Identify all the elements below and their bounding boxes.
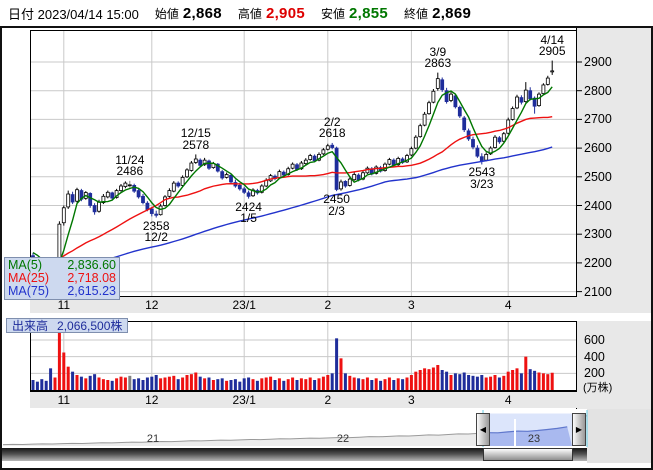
volume-date-axis-label: 4 xyxy=(504,393,512,407)
volume-date-axis-strip xyxy=(30,391,577,408)
navigator-year-label: 21 xyxy=(146,433,160,445)
chart-annotation: 2/2 2618 xyxy=(318,114,346,141)
chart-annotation: 2450 2/3 xyxy=(323,192,350,218)
high-value: 2,905 xyxy=(265,4,305,22)
ma5-label: MA(5) xyxy=(8,258,43,272)
main-date-axis-label: 3 xyxy=(408,298,415,312)
volume-readout: 出来高 2,066,500株 xyxy=(6,318,129,333)
price-axis-label: 2500 xyxy=(584,169,612,184)
open-label: 始値 xyxy=(154,6,179,21)
price-axis-label: 2200 xyxy=(584,255,612,270)
volume-date-axis-label: 2 xyxy=(324,393,332,407)
quote-date: 日付 2023/04/14 15:00 xyxy=(8,6,139,22)
high-label: 高値 xyxy=(237,6,262,21)
price-axis-label: 2900 xyxy=(584,55,612,69)
chart-annotation: 2424 1/5 xyxy=(235,199,262,226)
volume-date-axis-label: 23/1 xyxy=(232,393,256,407)
main-date-axis-label: 12 xyxy=(145,298,159,312)
main-date-axis-label: 11 xyxy=(57,298,71,312)
ma75-legend-row: MA(75) 2,615.23 xyxy=(8,285,116,298)
left-arrow-icon: ◀ xyxy=(479,425,487,434)
ma25-label: MA(25) xyxy=(8,271,49,285)
volume-label: 出来高 xyxy=(12,319,49,333)
ma25-value: 2,718.08 xyxy=(67,271,116,285)
price-axis-label: 2600 xyxy=(584,141,612,156)
ma5-value: 2,836.60 xyxy=(67,258,116,272)
volume-axis-strip xyxy=(576,321,651,409)
chart-annotation: 12/15 2578 xyxy=(180,126,211,152)
main-date-axis-label: 23/1 xyxy=(232,298,256,312)
price-axis-label: 2100 xyxy=(584,284,612,299)
horizontal-scrollbar-thumb[interactable] xyxy=(483,448,573,461)
price-axis-label: 2400 xyxy=(584,198,612,213)
navigator-year-label: 23 xyxy=(527,433,541,445)
main-date-axis-label: 4 xyxy=(504,298,512,312)
high-price-group: 高値 2,905 xyxy=(238,5,305,22)
volume-axis-label: 400 xyxy=(584,349,605,364)
volume-date-axis-label: 12 xyxy=(145,393,159,407)
ma75-value: 2,615.23 xyxy=(67,284,116,298)
ma75-label: MA(75) xyxy=(8,284,49,298)
close-price-group: 終値 2,869 xyxy=(404,5,471,22)
close-label: 終値 xyxy=(404,6,429,21)
price-axis-label: 2700 xyxy=(584,112,612,127)
right-arrow-icon: ▶ xyxy=(575,425,583,434)
chart-annotation: 3/9 2863 xyxy=(424,44,452,71)
ma25-legend-row: MA(25) 2,718.08 xyxy=(8,272,116,285)
horizontal-scrollbar-track[interactable] xyxy=(2,448,587,461)
chart-annotation: 2543 3/23 xyxy=(468,165,496,191)
navigator-scroll-right-button[interactable]: ▶ xyxy=(572,413,586,446)
open-price-group: 始値 2,868 xyxy=(155,5,222,22)
volume-date-axis-label: 11 xyxy=(57,393,71,407)
chart-annotation: 11/24 2486 xyxy=(115,152,145,179)
main-date-axis-label: 2 xyxy=(324,298,332,312)
price-axis-label: 2300 xyxy=(584,227,612,242)
close-value: 2,869 xyxy=(432,4,472,22)
navigator-right-filler xyxy=(587,409,651,463)
navigator-year-label: 22 xyxy=(336,433,350,445)
volume-date-axis-label: 3 xyxy=(408,393,415,407)
quote-header: 日付 2023/04/14 15:00 始値 2,868 高値 2,905 安値… xyxy=(0,0,653,28)
volume-value: 2,066,500株 xyxy=(57,319,123,333)
open-value: 2,868 xyxy=(182,4,222,22)
low-label: 安値 xyxy=(320,6,345,21)
volume-axis-label: 600 xyxy=(584,333,605,347)
ma5-legend-row: MA(5) 2,836.60 xyxy=(8,259,116,272)
chart-annotation: 4/14 2905 xyxy=(538,32,566,59)
price-axis-label: 2800 xyxy=(584,83,612,98)
volume-axis-label: 200 xyxy=(584,366,605,381)
volume-axis-unit-label: (万株) xyxy=(583,382,613,394)
ma-legend: MA(5) 2,836.60 MA(25) 2,718.08 MA(75) 2,… xyxy=(4,257,120,300)
chart-annotation: 2358 12/2 xyxy=(142,218,170,245)
low-price-group: 安値 2,855 xyxy=(321,5,388,22)
low-value: 2,855 xyxy=(349,4,389,22)
navigator-scroll-left-button[interactable]: ◀ xyxy=(476,413,490,446)
